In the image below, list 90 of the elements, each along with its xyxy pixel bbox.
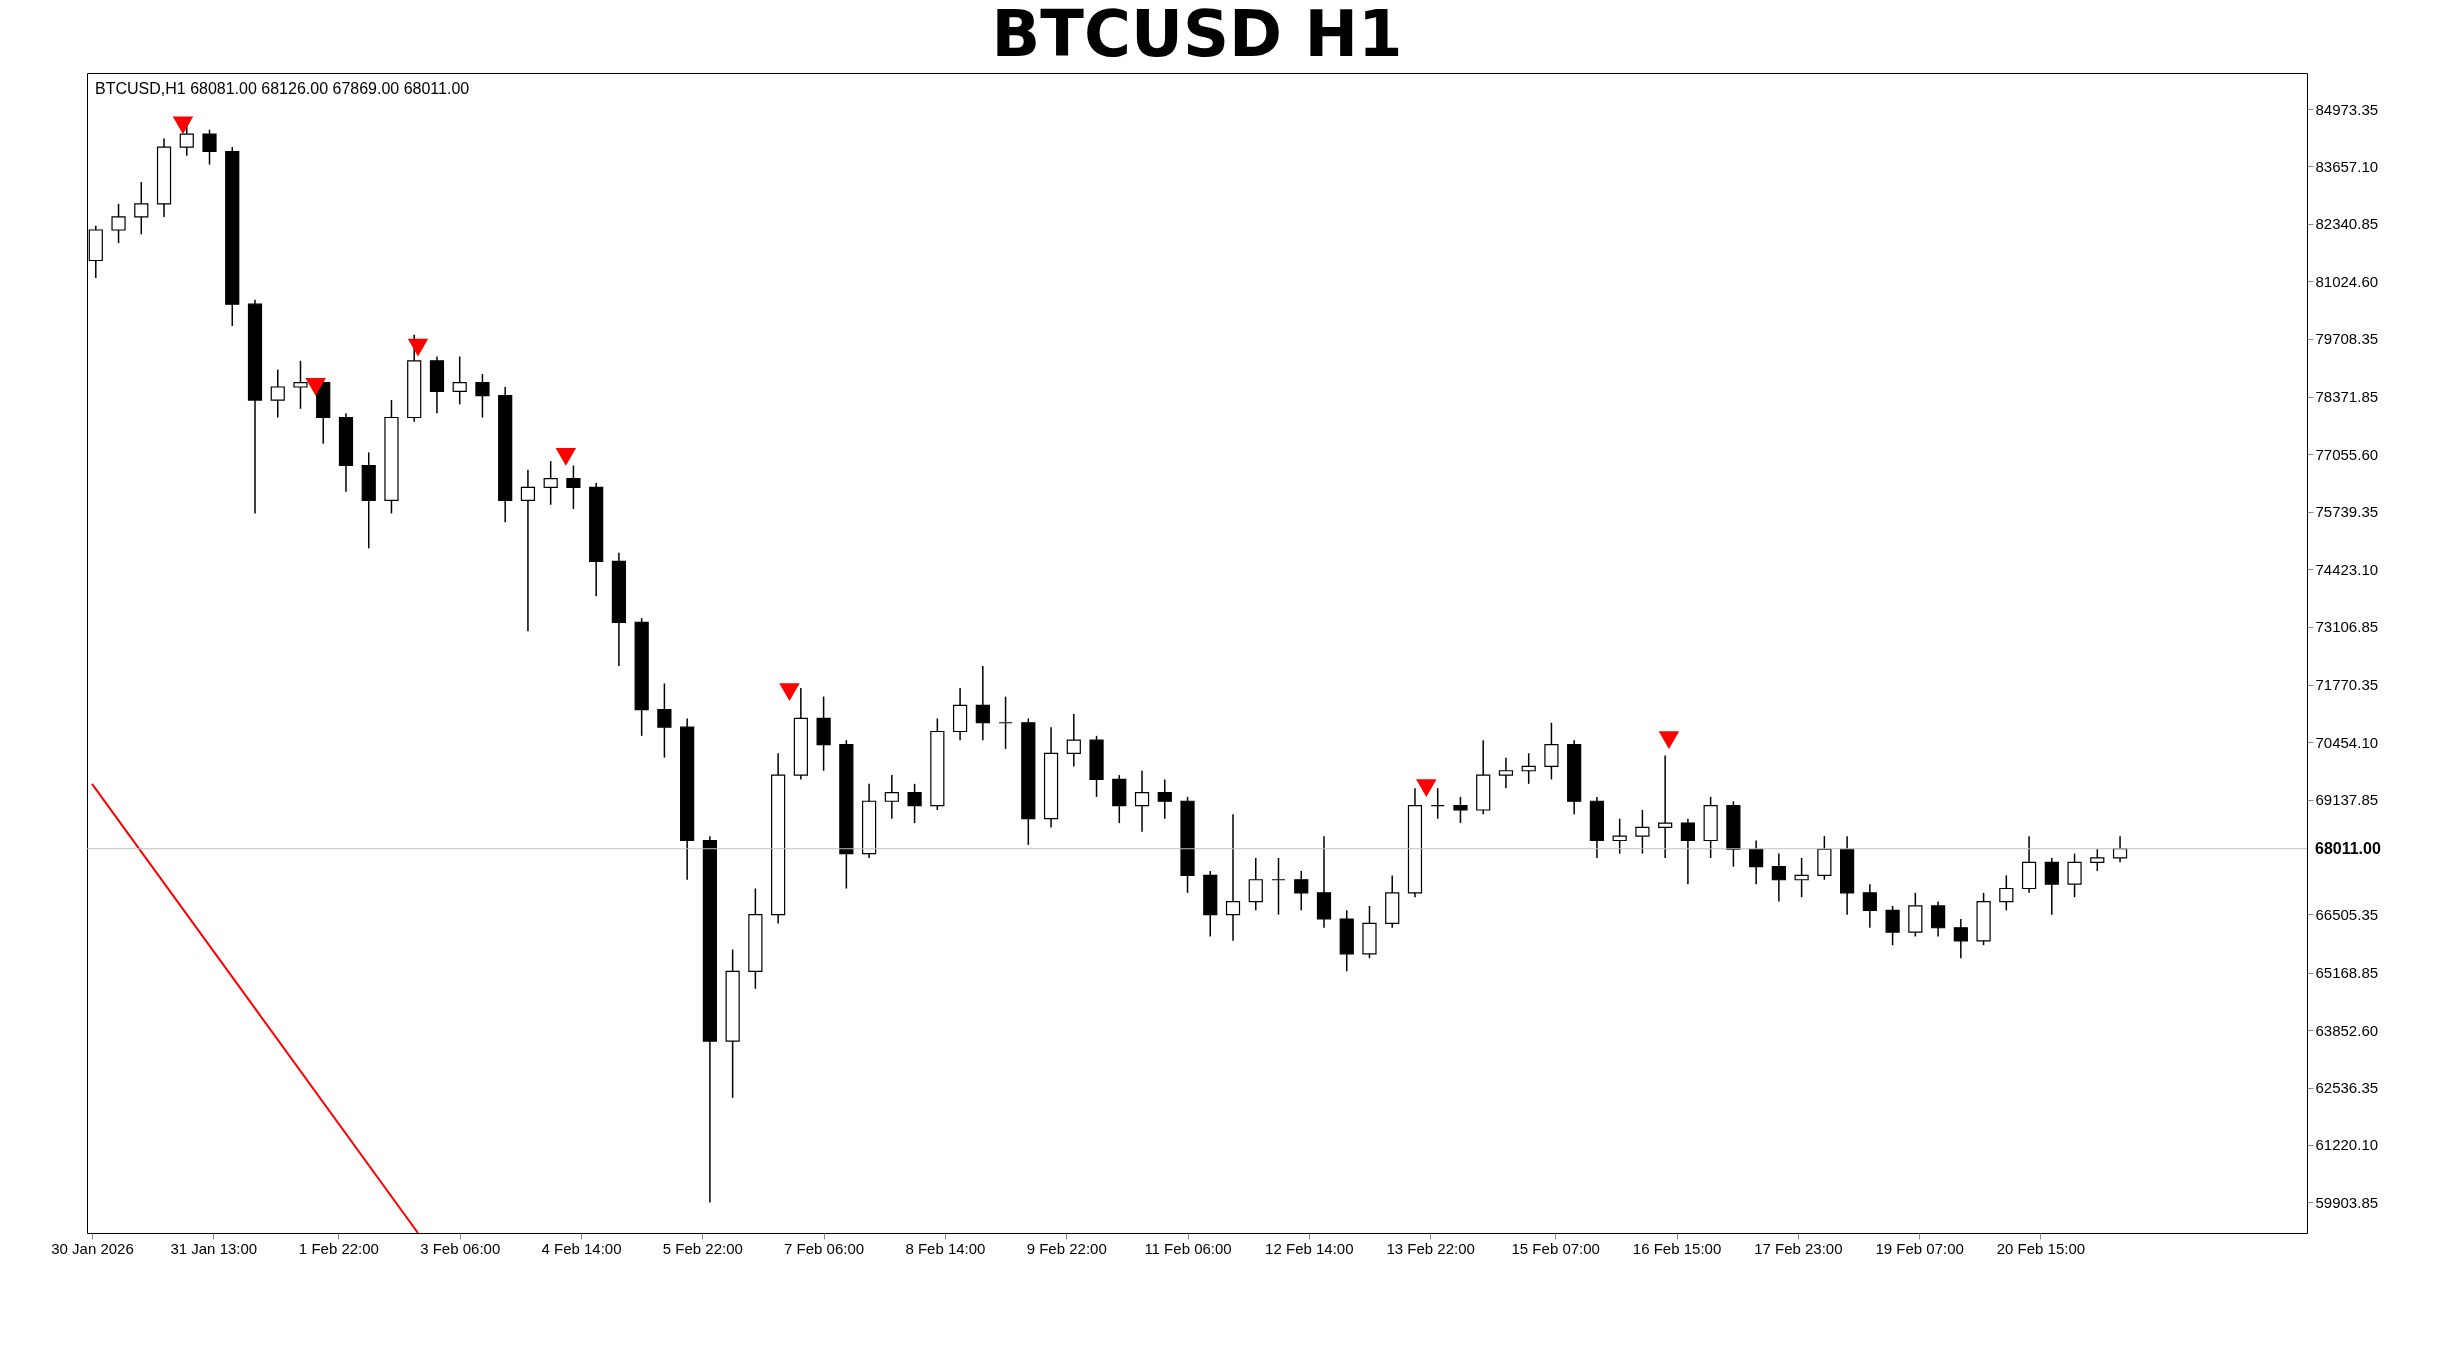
chart-title: BTCUSD H1 [991,0,1403,71]
candlestick [1612,817,1627,855]
candlestick [1999,874,2014,912]
point [407,338,429,357]
x-tick-label: 5 Feb 22:00 [662,1239,743,1257]
x-tick-label: 31 Jan 13:00 [170,1239,258,1257]
candlestick [1453,796,1468,824]
x-tick-label: 3 Feb 06:00 [420,1239,501,1257]
x-tick-label: 8 Feb 14:00 [905,1239,986,1257]
candlestick [2090,848,2105,872]
candlestick [293,360,308,410]
x-tick-label: 20 Feb 15:00 [1996,1239,2086,1257]
y-tick-label: 59903.85 [2315,1193,2379,1211]
candlestick [2067,852,2082,898]
candlestick [1294,870,1309,912]
x-tick-label: 19 Feb 07:00 [1875,1239,1964,1257]
y-tick-label: 62536.35 [2315,1079,2379,1097]
y-tick-label: 69137.85 [2315,791,2379,809]
y-tick-label: 79708.35 [2315,330,2379,348]
point [779,683,800,702]
candlestick [1658,754,1673,859]
candlestick [1930,900,1946,938]
x-tick-label: 16 Feb 15:00 [1632,1239,1722,1257]
y-tick-label: 74423.10 [2315,560,2379,578]
candlestick [1498,756,1514,789]
y-tick-label: 77055.60 [2315,445,2379,463]
y-tick-label: 65168.85 [2315,964,2379,982]
ref-line-label: 68011.00 [2315,839,2381,857]
y-tick-label: 71770.35 [2315,676,2379,694]
candlestick [134,181,149,236]
point [1658,731,1680,750]
y-tick-label: 70454.10 [2315,733,2379,751]
x-tick-label: 17 Feb 23:00 [1754,1239,1843,1257]
candlestick [1430,787,1445,820]
candlestick [2044,857,2059,916]
x-tick-label: 12 Feb 14:00 [1265,1239,1354,1257]
candlestick [907,783,922,824]
candlestick [202,128,217,166]
candlestick [1635,809,1650,855]
candlestick [1544,722,1559,781]
candlestick [1521,752,1536,785]
candlestick [1885,905,1900,946]
candlestick [1066,713,1081,768]
candlestick [1680,817,1695,885]
annotation: BTCUSD,H1 68081.00 68126.00 67869.00 68011.00 [95,80,470,97]
candlestick [1953,918,1968,960]
candlestick [998,695,1013,750]
candlestick [1271,857,1286,916]
y-tick-label: 61220.10 [2315,1136,2379,1154]
point [555,447,577,466]
x-tick-label: 4 Feb 14:00 [541,1239,622,1257]
x-tick-label: 30 Jan 2026 [51,1239,134,1257]
candlestick [884,774,899,820]
y-tick-label: 78371.85 [2315,388,2379,406]
y-tick-label: 75739.35 [2315,503,2379,521]
candlestick [1134,769,1150,833]
candlestick [1248,857,1263,912]
candlestick [1749,839,1764,885]
point [172,116,194,135]
candlestick [2112,835,2128,864]
candlestick [1771,852,1786,903]
x-tick-label: 13 Feb 22:00 [1386,1239,1475,1257]
x-tick-label: 7 Feb 06:00 [784,1239,865,1257]
x-tick-label: 9 Feb 22:00 [1026,1239,1107,1257]
x-tick-label: 11 Feb 06:00 [1144,1239,1232,1257]
candlestick [475,373,490,419]
y-tick-label: 73106.85 [2315,618,2379,636]
candlestick [452,355,467,406]
candlestick [1225,813,1241,942]
x-tick-label: 15 Feb 07:00 [1511,1239,1600,1257]
candlestick [566,464,581,510]
x-tick-label: 1 Feb 22:00 [298,1239,379,1257]
candlestick [1862,883,1877,929]
candlestick [1794,857,1809,898]
candlestick [543,460,558,506]
y-tick-label: 82340.85 [2315,215,2379,233]
y-tick-label: 83657.10 [2315,157,2379,175]
candlestick [179,124,194,157]
point [305,378,326,396]
candlestick [111,203,126,244]
candlestick [520,469,536,632]
candlestick [657,682,672,759]
point [1416,779,1437,798]
candlestick [975,665,990,741]
candlestick [270,368,285,419]
y-tick-label: 84973.35 [2315,100,2379,118]
y-tick-label: 63852.60 [2315,1021,2379,1039]
y-tick-label: 66505.35 [2315,905,2379,923]
candlestick [1157,778,1172,820]
y-tick-label: 81024.60 [2315,272,2379,290]
